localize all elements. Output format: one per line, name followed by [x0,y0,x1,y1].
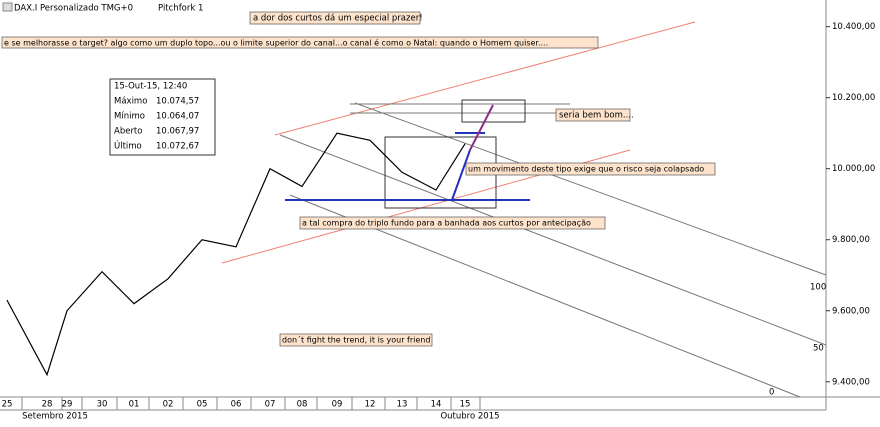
annotation: a tal compra do triplo fundo para a banh… [302,219,591,228]
x-tick-label: 09 [332,400,343,410]
y-tick-label: 10.200,00 [832,93,875,103]
info-value: 10.072,67 [156,142,199,152]
note-box [299,216,606,230]
purple-line [469,104,494,151]
info-key: Mínimo [114,112,145,122]
x-tick-label: 05 [197,400,208,410]
note-box [465,162,716,176]
pitchfork-upper [274,21,696,136]
x-tick-label: 29 [62,400,73,410]
y-tick-label: 10.000,00 [832,164,875,174]
x-tick-label: 15 [460,400,471,410]
note-box [1,36,599,49]
x-tick-label: 12 [365,400,376,410]
tool[interactable]: Pitchfork 1 [158,4,203,14]
instrument[interactable]: DAX.I Personalizado TMG+0 [14,4,133,14]
x-tick-label: 13 [397,400,408,410]
info-value: 10.064,07 [156,112,199,122]
annotation: um movimento deste tipo exige que o risc… [468,165,704,174]
annotation: don´t fight the trend, it is your friend [282,335,430,345]
y-tick-label: 9.600,00 [832,306,870,316]
x-tick-label: 25 [2,400,13,410]
month-label: Outubro 2015 [440,412,499,422]
info-key: Último [114,140,142,152]
pitchfork-label: 100 [810,283,826,293]
note-box [279,333,433,347]
toolbar-icon [2,2,13,12]
x-tick-label: 07 [265,400,276,410]
rect [461,99,526,123]
info-value: 10.074,57 [156,97,199,107]
note-box [555,108,631,122]
x-tick-label: 08 [297,400,308,410]
blue-line [451,149,471,201]
pitchfork-line [279,134,827,346]
note-box [249,11,421,25]
x-tick-label: 01 [129,400,140,410]
drawings [221,21,827,398]
info-value: 10.067,97 [156,127,199,137]
x-tick-label: 14 [431,400,442,410]
x-tick-label: 28 [42,400,53,410]
pitchfork-line [354,102,827,276]
x-tick-label: 06 [231,400,242,410]
month-label: Setembro 2015 [22,412,88,422]
y-tick-label: 9.400,00 [832,377,870,387]
y-tick-label: 10.400,00 [832,22,875,32]
pitchfork-label: 0 [769,388,774,398]
y-tick-label: 9.800,00 [832,235,870,245]
annotation: seria bem bom.... [559,111,634,121]
price-line [6,132,466,377]
x-tick-label: 02 [163,400,174,410]
info-key: Máximo [114,97,147,107]
info-date: 15-Out-15, 12:40 [114,82,187,92]
pitchfork-label: 50 [813,344,824,354]
annotation: a dor dos curtos dá um especial prazer! [253,14,423,24]
annotation: e se melhorasse o target? algo como um d… [4,38,548,48]
x-tick-label: 30 [97,400,108,410]
info-box: 15-Out-15, 12:40 Máximo 10.074,57 Mínimo… [109,78,216,156]
info-key: Aberto [114,127,142,137]
